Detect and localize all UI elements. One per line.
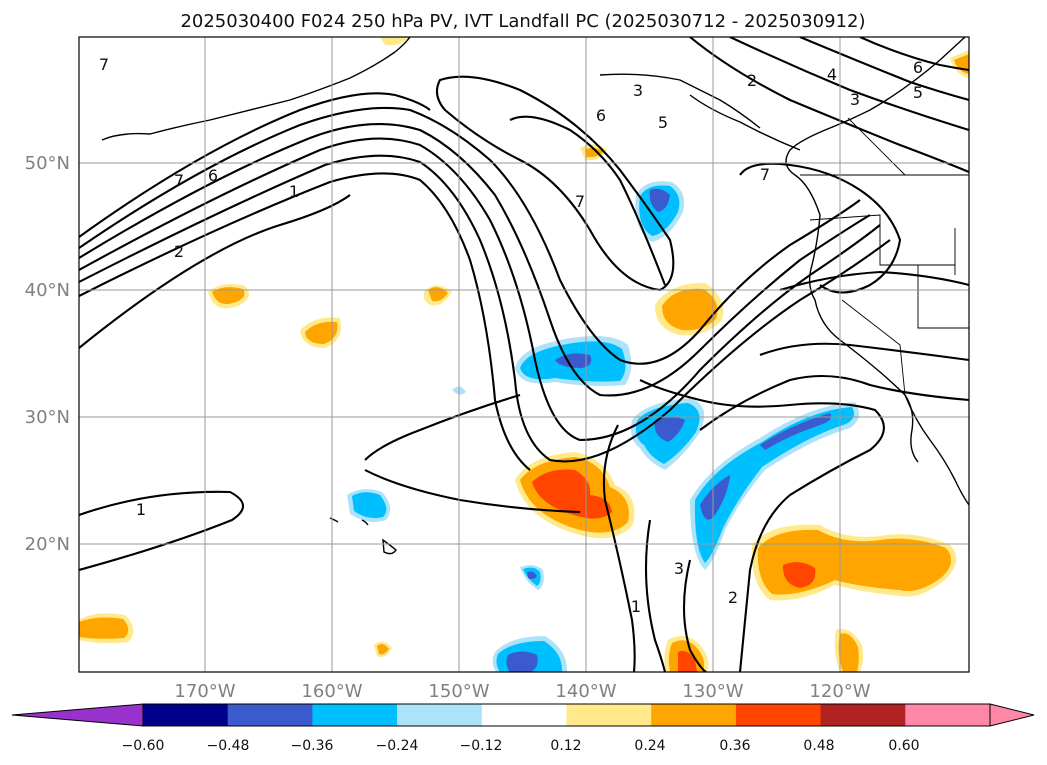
colorbar-tick-label: −0.24 — [376, 738, 419, 754]
colorbar-cell — [227, 704, 313, 726]
map-title: 2025030400 F024 250 hPa PV, IVT Landfall… — [180, 11, 865, 32]
colorbar-cell — [312, 704, 398, 726]
colorbar-extend-min — [11, 703, 144, 727]
contour-label: 2 — [174, 242, 184, 261]
colorbar-cell — [566, 704, 652, 726]
colorbar-cell — [143, 704, 229, 726]
colorbar: −0.60 −0.48 −0.36 −0.24 −0.12 0.12 0.24 … — [11, 703, 1035, 754]
lon-label: 140°W — [555, 681, 616, 702]
colorbar-cells — [11, 703, 1035, 727]
colorbar-tick-label: −0.36 — [291, 738, 334, 754]
contour-label: 2 — [728, 588, 738, 607]
colorbar-extend-max — [989, 703, 1035, 727]
gridlines — [79, 37, 969, 672]
contour-label: 1 — [136, 500, 146, 519]
lon-label: 120°W — [809, 681, 870, 702]
colorbar-tick-label: −0.60 — [122, 738, 165, 754]
contour-label: 7 — [174, 171, 184, 190]
map-panel: 7 7 6 1 2 6 5 3 7 7 2 4 3 6 5 1 1 3 2 — [78, 36, 970, 673]
contour-labels: 7 7 6 1 2 6 5 3 7 7 2 4 3 6 5 1 1 3 2 — [99, 55, 923, 616]
colorbar-tick-label: 0.48 — [803, 738, 834, 754]
colorbar-cell — [735, 704, 822, 726]
latitude-labels: 50°N 40°N 30°N 20°N — [25, 153, 70, 555]
pv-contours — [79, 37, 969, 672]
borders — [800, 117, 969, 396]
colorbar-tick-label: 0.24 — [634, 738, 665, 754]
contour-label: 3 — [633, 81, 643, 100]
contour-label: 1 — [631, 597, 641, 616]
lon-label: 170°W — [174, 681, 235, 702]
colorbar-cell — [905, 704, 991, 726]
coastlines — [101, 37, 969, 555]
colorbar-ticks: −0.60 −0.48 −0.36 −0.24 −0.12 0.12 0.24 … — [122, 738, 920, 754]
lon-label: 150°W — [428, 681, 489, 702]
map-frame — [78, 36, 970, 673]
lat-label: 30°N — [25, 407, 70, 428]
colorbar-tick-label: −0.48 — [207, 738, 250, 754]
contour-label: 5 — [913, 83, 923, 102]
contour-label: 6 — [596, 106, 606, 125]
shading-dark-blue — [506, 188, 832, 672]
contour-label: 5 — [658, 113, 668, 132]
colorbar-tick-label: 0.12 — [550, 738, 581, 754]
contour-label: 3 — [674, 559, 684, 578]
contour-label: 6 — [208, 166, 218, 185]
colorbar-tick-label: −0.12 — [460, 738, 503, 754]
shading-layer — [79, 37, 969, 672]
contour-label: 2 — [747, 71, 757, 90]
colorbar-tick-label: 0.60 — [888, 738, 919, 754]
contour-label: 7 — [99, 55, 109, 74]
shading-red — [532, 469, 816, 672]
lat-label: 50°N — [25, 153, 70, 174]
longitude-labels: 170°W 160°W 150°W 140°W 130°W 120°W — [174, 681, 870, 702]
colorbar-cell — [651, 704, 737, 726]
colorbar-cell — [481, 704, 568, 726]
contour-label: 3 — [850, 90, 860, 109]
contour-label: 7 — [575, 192, 585, 211]
lon-label: 130°W — [682, 681, 743, 702]
lat-label: 20°N — [25, 534, 70, 555]
contour-label: 4 — [827, 65, 837, 84]
contour-label: 7 — [760, 165, 770, 184]
colorbar-frame — [142, 703, 991, 727]
lon-label: 160°W — [301, 681, 362, 702]
lat-label: 40°N — [25, 280, 70, 301]
contour-label: 1 — [289, 182, 299, 201]
colorbar-tick-label: 0.36 — [719, 738, 750, 754]
contour-label: 6 — [913, 58, 923, 77]
colorbar-cell — [397, 704, 483, 726]
colorbar-cell — [820, 704, 906, 726]
